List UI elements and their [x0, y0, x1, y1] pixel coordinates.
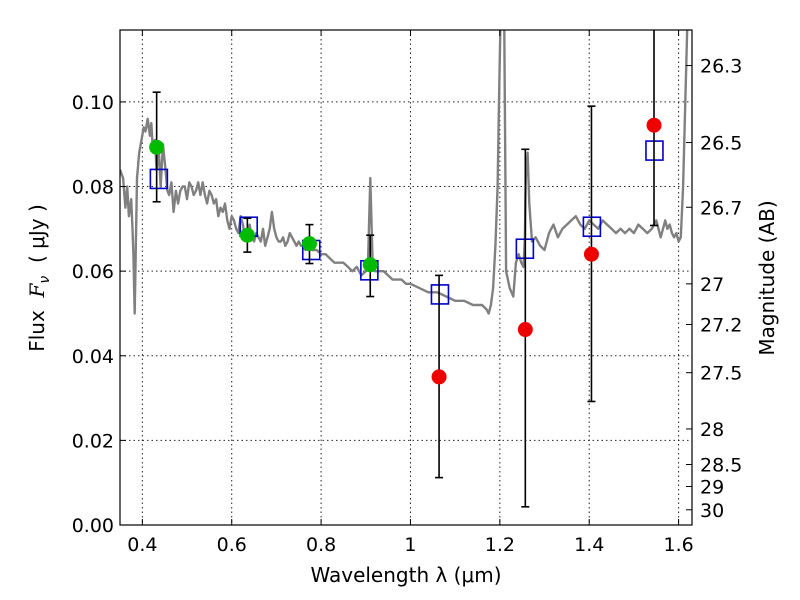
y-tick-label: 0.10 — [72, 92, 114, 114]
model-square-point — [430, 284, 450, 305]
spectrum-line — [120, 30, 689, 315]
data-point-red — [583, 246, 599, 262]
x-tick-label: 1.4 — [574, 534, 604, 556]
data-layer — [120, 30, 689, 315]
y-axis-label-sub: ν — [37, 276, 53, 284]
tick-layer: 0.4 0.6 0.8 1 1.2 1.4 1.6 0.00 0.02 0.04 0.06 0.08 0… — [72, 30, 742, 556]
y2-tick-label: 27 — [700, 274, 724, 296]
model-square-point — [149, 168, 169, 190]
y2-axis-label: Magnitude (AB) — [755, 200, 779, 355]
y-axis-label-symbol: F — [25, 282, 49, 298]
x-tick-label: 1.2 — [485, 534, 515, 556]
x-axis-label: Wavelength λ (μm) — [310, 563, 501, 587]
y-axis-label-pre: Flux — [25, 297, 49, 351]
y2-tick-label: 26.5 — [700, 133, 742, 155]
y2-tick-label: 27.5 — [700, 363, 742, 385]
plot-frame — [119, 29, 693, 526]
y-tick-label: 0.00 — [72, 515, 114, 537]
x-tick-label: 0.4 — [127, 534, 157, 556]
y2-tick-label: 29 — [700, 477, 724, 499]
y-tick-label: 0.04 — [72, 346, 114, 368]
y2-tick-label: 26.7 — [700, 197, 742, 219]
y-axis-label-post: ( μJy ) — [25, 204, 49, 276]
data-point-green — [362, 257, 378, 273]
data-point-red — [646, 117, 662, 133]
data-point-green — [149, 139, 165, 155]
y2-tick-label: 28 — [700, 419, 724, 441]
y2-tick-label: 26.3 — [700, 56, 742, 78]
y-tick-label: 0.08 — [72, 177, 114, 199]
x-tick-label: 1.6 — [663, 534, 693, 556]
y-tick-label: 0.06 — [72, 261, 114, 283]
x-tick-label: 0.6 — [217, 534, 247, 556]
y-tick-label: 0.02 — [72, 430, 114, 452]
x-tick-label: 0.8 — [306, 534, 336, 556]
y2-tick-label: 27.2 — [700, 314, 742, 336]
data-point-green — [301, 236, 317, 252]
y2-tick-label: 28.5 — [700, 455, 742, 477]
y-axis-label: Flux Fν ( μJy ) — [25, 204, 53, 352]
y2-tick-label: 30 — [700, 500, 724, 522]
errorbar-layer — [149, 30, 664, 508]
data-point-red — [517, 322, 533, 338]
data-point-green — [239, 227, 255, 243]
data-point-red — [431, 369, 447, 385]
x-tick-label: 1 — [404, 534, 416, 556]
